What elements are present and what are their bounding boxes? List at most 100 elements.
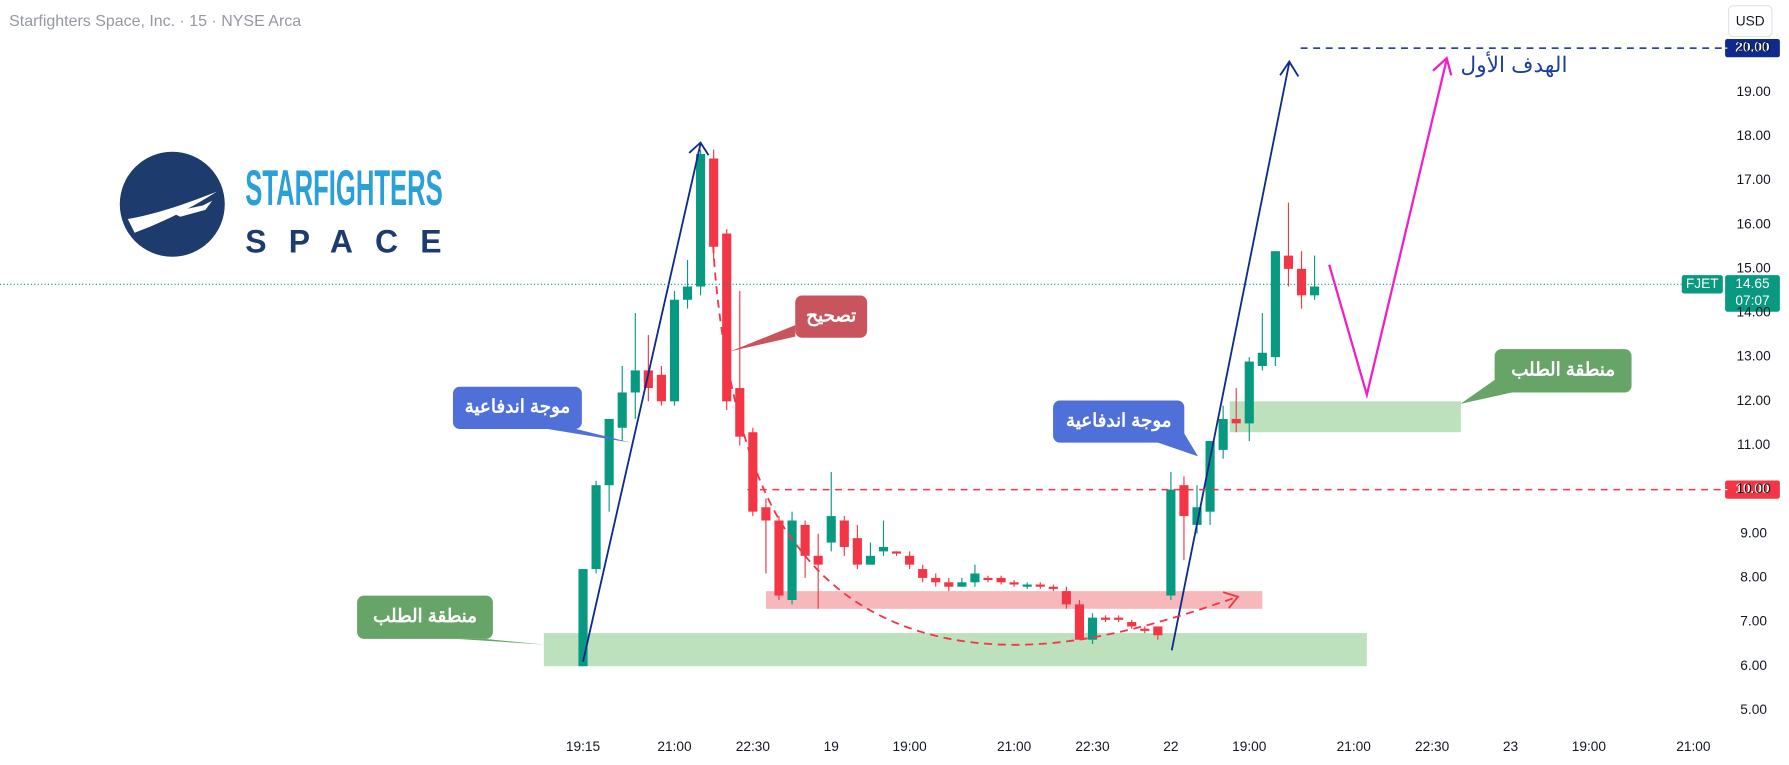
candle-body (578, 569, 588, 667)
candle-body (1140, 628, 1150, 631)
x-tick-label: 21:00 (997, 739, 1032, 754)
candle-body (1283, 255, 1294, 269)
candle-body (643, 370, 653, 389)
y-tick-label: 13.00 (1736, 349, 1771, 364)
level-label: 10.00 (1735, 481, 1770, 496)
candle-body (1244, 361, 1254, 424)
correction-curve (712, 245, 1239, 646)
arrow-head (688, 141, 710, 156)
level-label-bg (1725, 38, 1780, 58)
candle-body (709, 158, 719, 247)
candle-body (839, 520, 849, 547)
callout-box (1053, 400, 1185, 443)
candle-body (1296, 268, 1307, 296)
candle-body (1035, 584, 1045, 587)
x-tick-label: 22:30 (736, 739, 771, 754)
countdown-label: 07:07 (1735, 293, 1769, 308)
zone (543, 633, 1367, 667)
candle-body (800, 524, 810, 556)
candle-body (617, 392, 627, 428)
callout-text: موجة اندفاعية (1066, 409, 1172, 431)
candle-body (774, 520, 784, 596)
currency-label[interactable]: USD (1736, 13, 1765, 28)
candle-body (1166, 489, 1176, 596)
callout-box (795, 295, 868, 338)
candle-body (1127, 622, 1137, 627)
candle-body (944, 582, 954, 587)
callout-box (1494, 349, 1632, 393)
candle-body (1231, 418, 1241, 424)
annotation-text: الهدف الأول (1461, 50, 1568, 78)
callout-text: تصحيح (806, 304, 856, 326)
callout-pointer (547, 428, 631, 443)
symbol-bg (1681, 275, 1723, 294)
y-tick-label: 19.00 (1736, 84, 1771, 99)
candle-body (813, 555, 823, 565)
y-tick-label: 14.00 (1736, 305, 1771, 320)
x-tick-label: 22:30 (1075, 739, 1110, 754)
x-tick-label: 22 (1163, 739, 1178, 754)
x-tick-label: 21:00 (657, 739, 692, 754)
candle-body (1257, 352, 1267, 366)
x-tick-label: 22:30 (1415, 739, 1450, 754)
candle-body (931, 577, 941, 583)
candle-body (669, 299, 680, 402)
y-tick-label: 17.00 (1736, 172, 1771, 187)
candle-body (761, 507, 771, 521)
callout-box (452, 386, 582, 429)
candle-body (1192, 507, 1202, 525)
callout-text: موجة اندفاعية (465, 396, 571, 418)
candle-body (996, 577, 1006, 583)
last-price-bg (1725, 275, 1780, 312)
y-tick-label: 6.00 (1740, 658, 1767, 673)
y-tick-label: 7.00 (1740, 614, 1767, 629)
logo-line1: STARFIGHTERS (245, 160, 442, 216)
y-tick-label: 5.00 (1740, 702, 1767, 717)
candle-body (1061, 591, 1071, 605)
x-tick-label: 19:00 (1232, 739, 1267, 754)
candle-body (630, 370, 640, 393)
candle-body (591, 485, 601, 570)
candle-body (970, 573, 980, 583)
candle-body (682, 286, 693, 300)
y-tick-label: 9.00 (1740, 525, 1767, 540)
arrow-head (1222, 591, 1240, 609)
candle-body (1022, 584, 1032, 587)
callout-text: منطقة الطلب (373, 605, 477, 626)
candle-body (722, 233, 732, 402)
y-tick-label: 8.00 (1740, 570, 1767, 585)
candle-body (1179, 485, 1189, 517)
candle-body (604, 418, 614, 486)
logo-circle (119, 151, 225, 257)
candle-body (696, 154, 706, 287)
trend-line (1170, 62, 1291, 651)
candle-body (1218, 418, 1228, 450)
arrow-head (1279, 59, 1300, 77)
callout-box (357, 595, 493, 639)
trend-line (582, 143, 702, 662)
candle-body (1074, 604, 1085, 640)
candle-body (1310, 286, 1320, 296)
drawings (582, 56, 1453, 662)
x-tick-label: 23 (1503, 739, 1519, 754)
last-price-label: 14.65 (1735, 276, 1770, 291)
y-tick-label: 10.00 (1736, 481, 1771, 496)
zone (765, 591, 1263, 609)
symbol-label: FJET (1686, 276, 1719, 291)
candle-body (1153, 626, 1163, 636)
y-tick-label: 11.00 (1737, 437, 1771, 452)
x-tick-label: 21:00 (1676, 739, 1711, 754)
candle-body (787, 520, 797, 600)
y-tick-label: 16.00 (1736, 216, 1771, 231)
candle-body (891, 551, 902, 554)
candle-body (1101, 617, 1111, 620)
candle-body (735, 388, 745, 437)
candle-body (1009, 582, 1019, 585)
currency-button[interactable] (1727, 5, 1773, 38)
candle-body (983, 577, 993, 581)
candle-body (656, 374, 666, 402)
candle-body (878, 546, 889, 552)
x-tick-label: 21:00 (1337, 739, 1372, 754)
candle-body (1270, 251, 1280, 358)
